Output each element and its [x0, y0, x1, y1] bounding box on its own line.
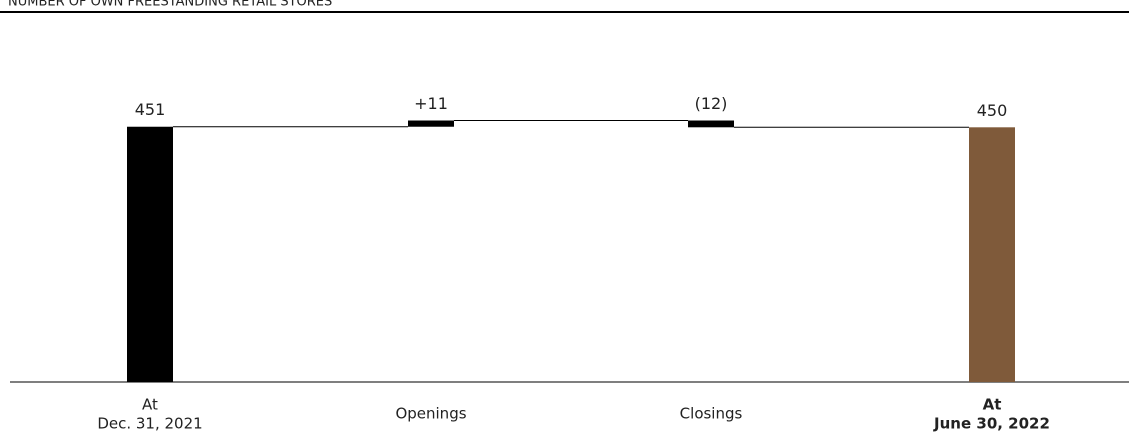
- x-tick-label: June 30, 2022: [933, 415, 1050, 433]
- value-label: +11: [414, 94, 448, 113]
- bar: [688, 120, 734, 128]
- x-tick-label: At: [142, 396, 158, 414]
- bar: [969, 127, 1015, 382]
- bar: [127, 126, 173, 382]
- x-tick-label: At: [983, 396, 1002, 414]
- x-tick-label: Openings: [395, 405, 466, 423]
- x-tick-label: Dec. 31, 2021: [97, 415, 202, 433]
- chart-title: NUMBER OF OWN FREESTANDING RETAIL STORES: [8, 0, 332, 10]
- value-label: 450: [977, 101, 1008, 120]
- value-label: 451: [135, 100, 166, 119]
- bar: [408, 120, 454, 127]
- x-tick-label: Closings: [680, 405, 743, 423]
- value-label: (12): [695, 94, 728, 113]
